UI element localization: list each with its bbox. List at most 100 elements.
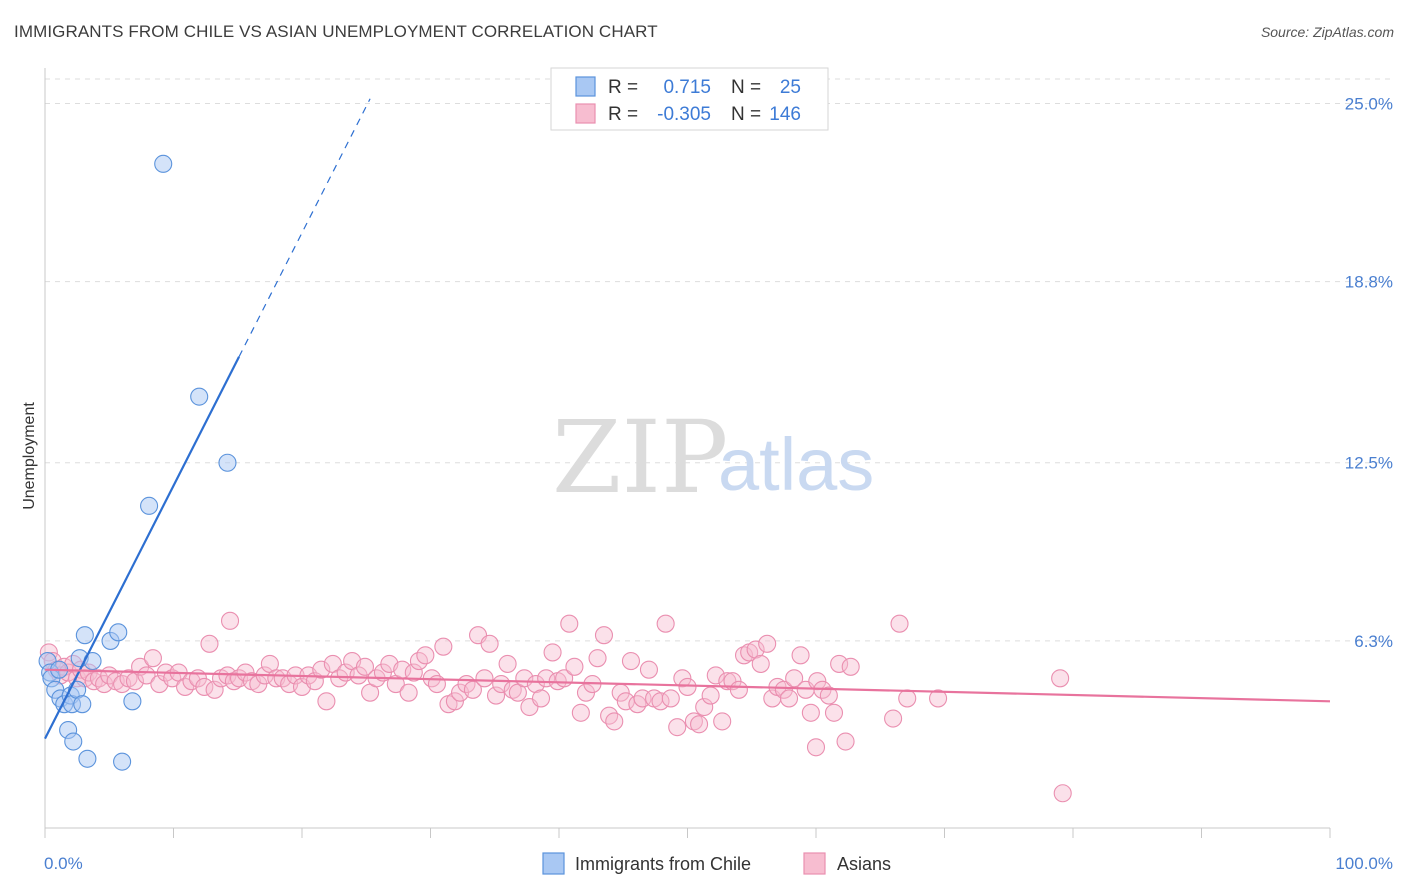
bottom-legend-swatch-asians [803, 852, 826, 875]
data-point-asians [1053, 784, 1072, 803]
data-point-asians [486, 686, 506, 705]
data-point-asians [806, 738, 826, 757]
data-point-asians [312, 660, 331, 679]
data-point-chile [78, 749, 97, 768]
watermark-atlas: atlas [718, 423, 874, 506]
data-point-asians [416, 646, 435, 665]
bottom-legend-label-chile: Immigrants from Chile [575, 854, 751, 874]
data-point-asians [779, 689, 799, 708]
bottom-legend-label-asians: Asians [837, 854, 891, 874]
y-tick-label: 25.0% [1345, 94, 1393, 113]
data-point-asians [785, 669, 804, 688]
data-point-asians [434, 637, 453, 656]
data-point-asians [531, 689, 551, 708]
legend-n-label: N = [731, 77, 761, 98]
data-point-asians [890, 614, 909, 633]
data-point-asians [565, 657, 584, 676]
trend-line-asians [44, 668, 1331, 703]
legend-r-value-chile: 0.715 [663, 77, 711, 98]
data-point-asians [898, 689, 917, 708]
data-point-asians [695, 697, 714, 717]
data-point-asians [678, 677, 697, 696]
y-tick-label: 12.5% [1345, 454, 1393, 473]
data-point-asians [656, 614, 675, 633]
data-point-asians [651, 692, 670, 711]
y-axis-label: Unemployment [21, 402, 38, 510]
data-point-asians [220, 611, 240, 630]
watermark-zip: ZIP [552, 399, 728, 516]
data-point-asians [729, 680, 748, 699]
data-point-asians [819, 686, 838, 705]
data-point-asians [588, 649, 607, 668]
data-point-asians [195, 677, 214, 696]
data-point-asians [758, 634, 777, 653]
data-point-asians [475, 669, 494, 688]
data-point-asians [480, 634, 499, 653]
data-point-asians [836, 732, 855, 751]
data-point-chile [140, 496, 159, 515]
bottom-legend-swatch-chile [542, 852, 565, 875]
data-point-asians [668, 718, 687, 737]
data-point-asians [621, 652, 641, 671]
data-point-chile [154, 154, 173, 173]
data-point-asians [661, 689, 680, 708]
legend-n-value-chile: 25 [780, 77, 801, 98]
data-point-chile [109, 623, 128, 642]
chart-title: IMMIGRANTS FROM CHILE VS ASIAN UNEMPLOYM… [14, 22, 658, 41]
legend-r-value-asians: -0.305 [657, 104, 711, 125]
trend-lines [44, 98, 1331, 740]
data-point-asians [445, 692, 464, 711]
data-point-asians [404, 663, 423, 682]
data-point-chile [75, 626, 94, 645]
watermark: ZIP atlas [552, 399, 874, 516]
legend-box: R = 0.715 N = 25 R = -0.305 N = 146 [550, 67, 829, 131]
trend-line-chile-extension [238, 98, 371, 358]
data-point-asians [200, 634, 219, 653]
data-point-asians [830, 654, 849, 673]
chart-source: Source: ZipAtlas.com [1260, 24, 1394, 40]
data-point-asians [690, 715, 709, 734]
data-point-asians [706, 666, 725, 685]
data-point-asians [498, 654, 517, 673]
y-axis-tick-labels: 6.3% 12.5% 18.8% 25.0% [1345, 94, 1393, 650]
data-point-asians [841, 657, 860, 676]
legend-r-label: R = [608, 104, 638, 125]
data-point-asians [639, 660, 659, 679]
data-point-asians [560, 614, 579, 633]
legend-n-value-asians: 146 [769, 104, 801, 125]
data-point-asians [884, 709, 903, 728]
data-point-asians [205, 680, 224, 699]
data-point-asians [713, 712, 732, 731]
data-point-chile [73, 695, 92, 714]
legend-swatch-asians [575, 103, 596, 124]
trend-line-chile [44, 356, 241, 740]
data-point-asians [673, 669, 692, 688]
x-tick-label-right: 100.0% [1335, 854, 1393, 873]
data-point-asians [143, 649, 162, 668]
data-point-asians [628, 695, 647, 714]
data-point-asians [600, 706, 619, 725]
data-point-asians [95, 674, 114, 694]
data-point-chile [218, 453, 237, 472]
data-point-asians [1051, 669, 1070, 688]
data-point-asians [751, 654, 770, 673]
data-point-asians [734, 646, 754, 665]
data-point-asians [594, 626, 614, 645]
data-point-asians [824, 703, 844, 722]
data-point-asians [571, 703, 590, 722]
x-tick-label-left: 0.0% [44, 854, 83, 873]
data-point-asians [399, 683, 418, 702]
data-point-asians [543, 643, 562, 662]
legend-n-label: N = [731, 104, 761, 125]
data-point-asians [684, 712, 703, 731]
y-tick-label: 18.8% [1345, 273, 1393, 292]
data-point-asians [801, 703, 820, 722]
legend-r-label: R = [608, 77, 638, 98]
data-point-chile [190, 387, 209, 406]
data-point-asians [701, 686, 720, 705]
data-point-chile [113, 752, 132, 771]
data-point-asians [791, 646, 810, 665]
data-point-asians [317, 692, 336, 711]
data-point-chile [123, 692, 142, 711]
